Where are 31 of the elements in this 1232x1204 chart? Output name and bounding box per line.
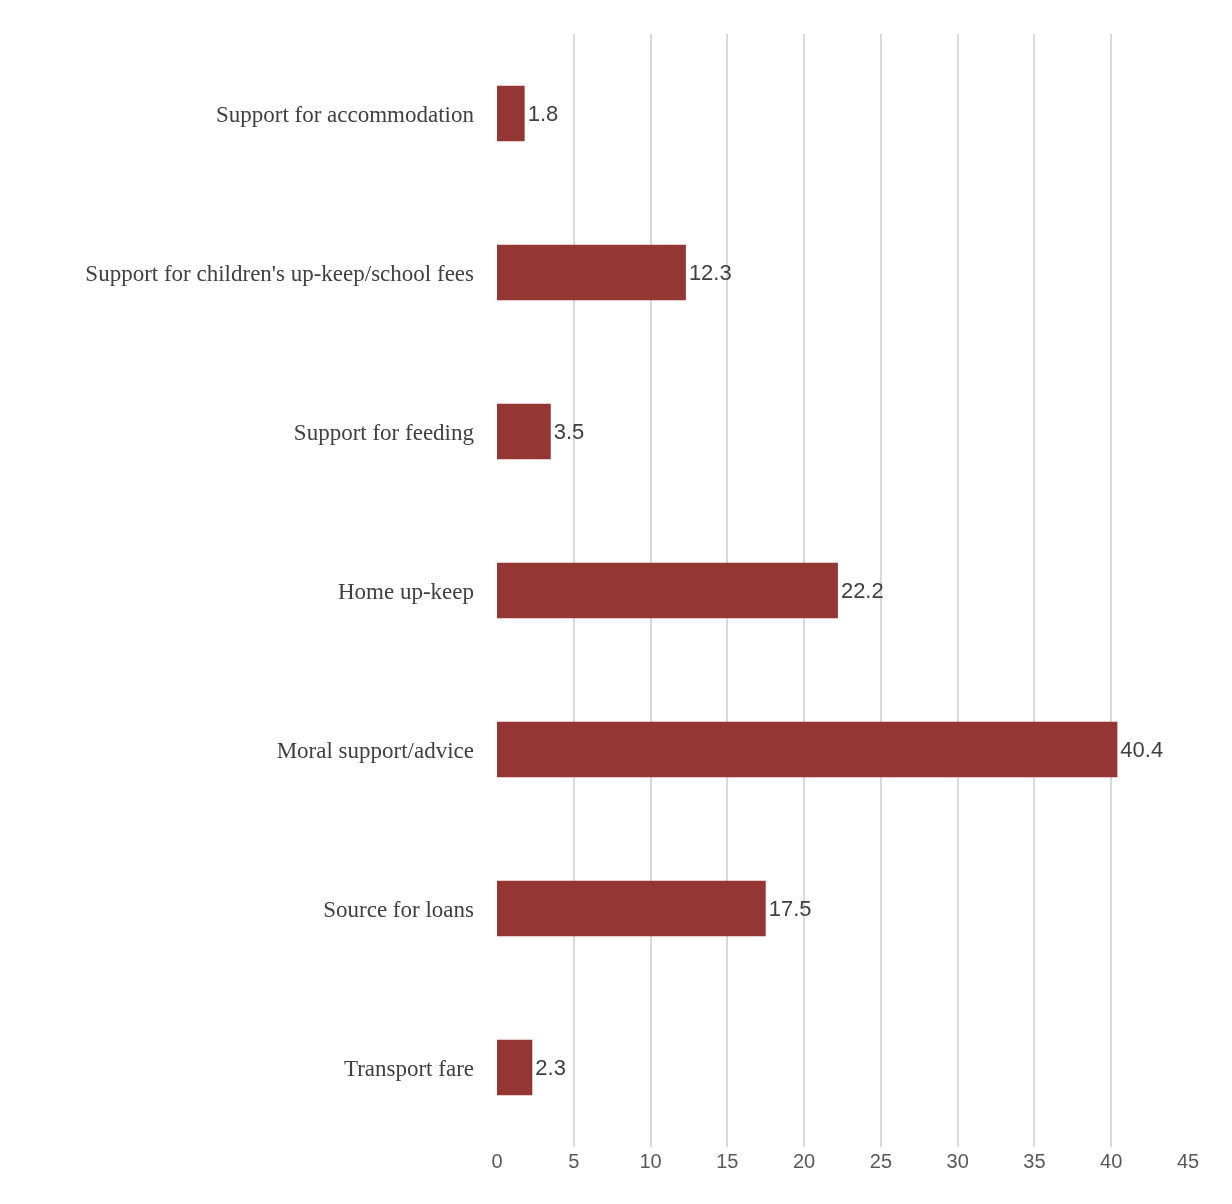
bar	[497, 880, 766, 937]
y-tick-label: Moral support/advice	[276, 737, 474, 763]
y-tick-label: Support for children's up-keep/school fees	[85, 260, 475, 286]
data-label: 40.4	[1120, 737, 1164, 763]
x-tick-label: 0	[491, 1150, 503, 1172]
bar	[497, 403, 551, 460]
x-tick-label: 30	[946, 1150, 969, 1172]
y-tick-label: Home up-keep	[337, 578, 474, 604]
x-tick-label: 40	[1100, 1150, 1123, 1172]
x-tick-label: 5	[568, 1150, 580, 1172]
y-tick-label: Support for feeding	[293, 419, 475, 445]
data-label: 17.5	[768, 896, 812, 922]
bar	[497, 244, 686, 301]
y-tick-label: Transport fare	[343, 1055, 474, 1081]
data-label: 3.5	[553, 419, 585, 445]
x-tick-label: 10	[639, 1150, 662, 1172]
x-tick-label: 35	[1023, 1150, 1046, 1172]
y-tick-label: Support for accommodation	[215, 101, 475, 127]
bar	[497, 562, 838, 619]
bar	[497, 721, 1118, 778]
x-tick-label: 25	[869, 1150, 893, 1172]
data-label: 1.8	[527, 101, 559, 126]
bar	[497, 1039, 533, 1096]
y-tick-label: Source for loans	[323, 896, 475, 922]
data-label: 12.3	[688, 260, 732, 285]
x-tick-label: 20	[792, 1150, 816, 1172]
data-label: 22.2	[840, 578, 884, 603]
x-tick-label: 15	[716, 1150, 739, 1172]
data-label: 2.3	[535, 1055, 566, 1080]
x-tick-label: 45	[1176, 1150, 1200, 1172]
bar	[497, 85, 525, 142]
